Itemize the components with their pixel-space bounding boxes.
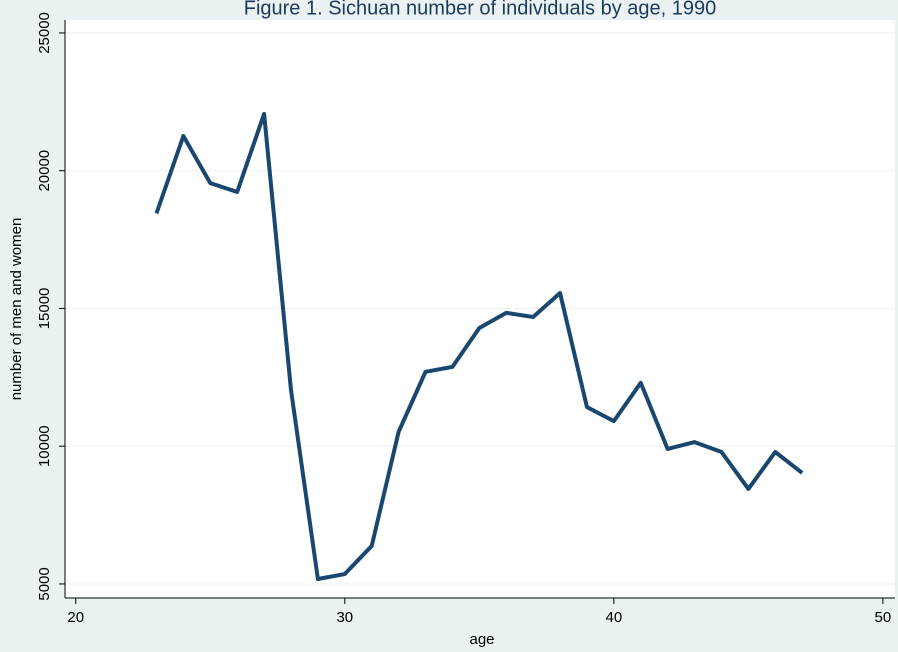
y-tick-label: 25000 xyxy=(36,12,53,54)
x-tick-label: 50 xyxy=(875,609,892,626)
chart-title: Figure 1. Sichuan number of individuals … xyxy=(244,0,717,19)
data-line xyxy=(154,111,804,581)
y-tick-label: 5000 xyxy=(36,567,53,600)
y-tick-label: 15000 xyxy=(36,288,53,330)
y-tick-label: 20000 xyxy=(36,150,53,192)
y-axis-label: number of men and women xyxy=(8,218,25,401)
x-tick-label: 20 xyxy=(67,609,84,626)
x-axis-label: age xyxy=(469,631,494,648)
x-tick-label: 30 xyxy=(336,609,353,626)
plot-region xyxy=(65,20,895,598)
x-tick-label: 40 xyxy=(606,609,623,626)
y-tick-label: 10000 xyxy=(36,425,53,467)
